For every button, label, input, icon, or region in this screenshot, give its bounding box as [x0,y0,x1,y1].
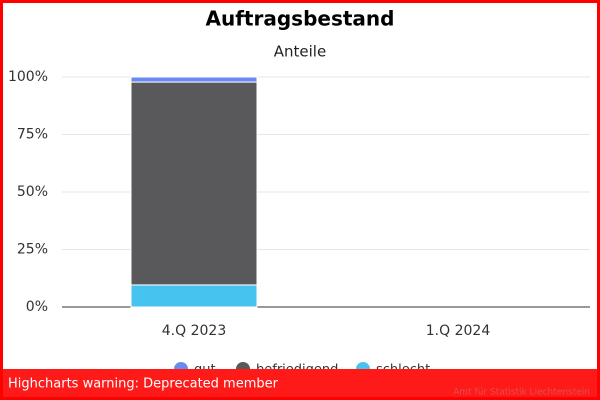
bar-segment [130,81,258,286]
y-tick-label: 0% [26,299,48,315]
bar-segment [130,76,258,83]
y-tick-label: 100% [8,69,48,85]
y-tick-label: 75% [17,127,48,143]
x-tick-label: 4.Q 2023 [162,323,226,339]
y-tick-label: 50% [17,184,48,200]
warning-bar [3,369,597,397]
x-tick-label: 1.Q 2024 [426,323,491,339]
y-tick-label: 25% [17,242,48,258]
plot-area: 0% 25% 50% 75% 100% 4.Q 2023 1.Q 2024 [8,69,590,339]
bar-segment [130,284,258,308]
chart-subtitle: Anteile [274,43,326,61]
credits: Amt für Statistik Liechtenstein [453,388,590,398]
warning-text: Highcharts warning: Deprecated member [8,377,279,392]
chart-title: Auftragsbestand [206,7,395,31]
